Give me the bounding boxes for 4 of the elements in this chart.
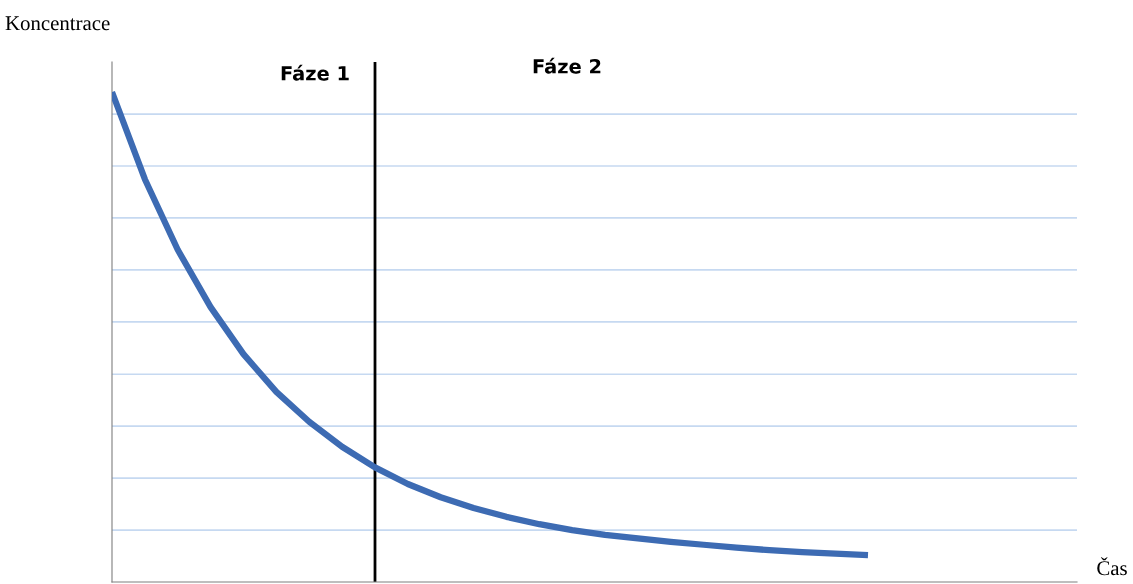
text: Čas xyxy=(1097,557,1127,576)
text: Fáze 2 xyxy=(533,57,601,74)
y-axis-title: Koncentrace xyxy=(5,16,110,31)
text: Fáze 1 xyxy=(281,64,349,81)
